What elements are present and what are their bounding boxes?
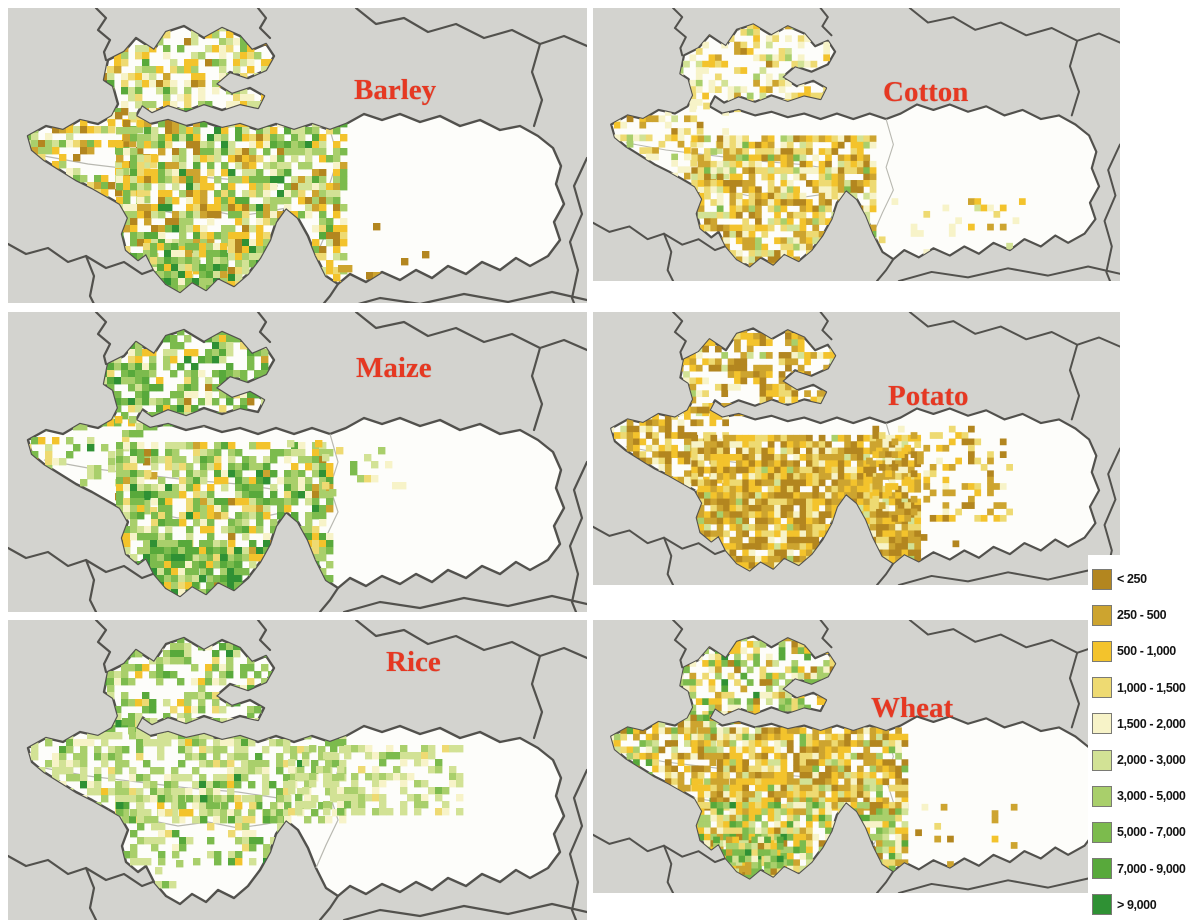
panel-cotton: Cotton	[593, 8, 1120, 303]
map-rice	[8, 620, 587, 920]
legend-label: 250 - 500	[1117, 608, 1167, 623]
legend-label: 2,000 - 3,000	[1117, 753, 1186, 768]
legend-label: 1,500 - 2,000	[1117, 716, 1186, 731]
panel-title-cotton: Cotton	[883, 76, 969, 108]
panel-title-rice: Rice	[386, 646, 441, 678]
legend-swatch	[1092, 749, 1112, 771]
legend-label: 3,000 - 5,000	[1117, 789, 1186, 804]
map-maize	[8, 312, 587, 612]
panel-maize: Maize	[8, 312, 587, 612]
panel-barley: Barley	[8, 8, 587, 303]
legend-label: 1,000 - 1,500	[1117, 680, 1186, 695]
panel-potato: Potato	[593, 312, 1120, 612]
legend-swatch	[1092, 821, 1112, 843]
legend-swatch	[1092, 604, 1112, 626]
legend-swatch	[1092, 677, 1112, 699]
map-svg-rice	[8, 620, 587, 920]
map-svg-barley	[8, 8, 587, 303]
map-svg-wheat	[593, 620, 1120, 894]
legend-swatch	[1092, 785, 1112, 807]
legend-item: > 9,000	[1092, 887, 1200, 923]
panel-title-maize: Maize	[356, 352, 432, 384]
map-svg-cotton	[593, 8, 1120, 282]
map-svg-potato	[593, 312, 1120, 586]
legend-item: 3,000 - 5,000	[1092, 778, 1200, 814]
legend-label: 7,000 - 9,000	[1117, 861, 1186, 876]
legend-label: 500 - 1,000	[1117, 644, 1176, 659]
map-svg-maize	[8, 312, 587, 612]
legend-item: < 250	[1092, 561, 1200, 597]
legend-item: 5,000 - 7,000	[1092, 814, 1200, 850]
legend-label: > 9,000	[1117, 897, 1157, 912]
legend-swatch	[1092, 894, 1112, 916]
legend-swatch	[1092, 568, 1112, 590]
legend-label: < 250	[1117, 572, 1147, 587]
panel-title-wheat: Wheat	[871, 692, 954, 724]
panel-title-barley: Barley	[354, 74, 437, 106]
legend-swatch	[1092, 640, 1112, 662]
legend-swatch	[1092, 713, 1112, 735]
legend-item: 2,000 - 3,000	[1092, 742, 1200, 778]
legend-item: 1,000 - 1,500	[1092, 670, 1200, 706]
legend-item: 1,500 - 2,000	[1092, 706, 1200, 742]
map-potato	[593, 312, 1120, 586]
map-wheat	[593, 620, 1120, 894]
panel-rice: Rice	[8, 620, 587, 920]
legend-swatch	[1092, 858, 1112, 880]
map-barley	[8, 8, 587, 303]
legend-item: 250 - 500	[1092, 597, 1200, 633]
legend-item: 7,000 - 9,000	[1092, 851, 1200, 887]
map-cotton	[593, 8, 1120, 282]
panel-wheat: Wheat	[593, 620, 1120, 920]
panel-title-potato: Potato	[888, 380, 969, 412]
legend-label: 5,000 - 7,000	[1117, 825, 1186, 840]
legend-item: 500 - 1,000	[1092, 633, 1200, 669]
yield-legend: < 250 250 - 500 500 - 1,000 1,000 - 1,500 1,…	[1088, 555, 1200, 923]
